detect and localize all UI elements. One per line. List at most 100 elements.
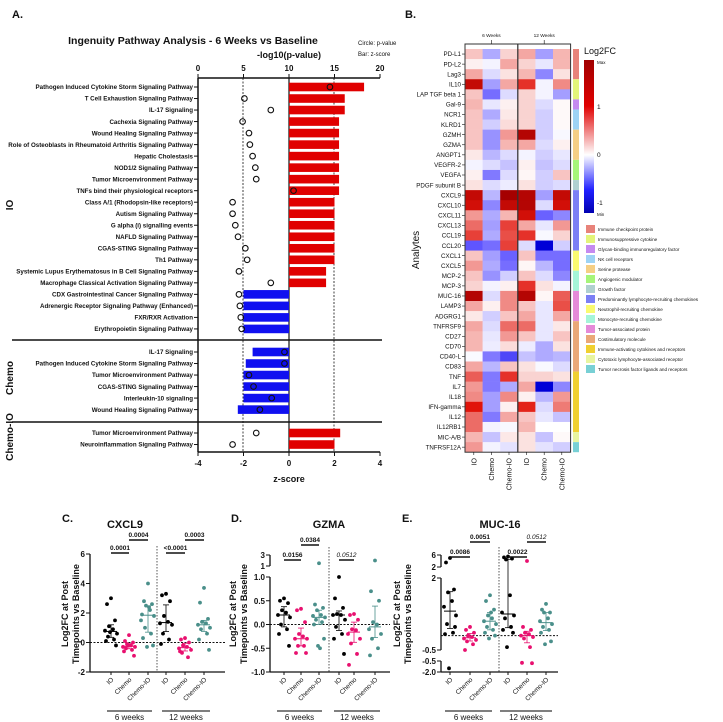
data-point <box>199 627 203 632</box>
heatmap-cell <box>517 442 536 453</box>
heatmap-cell <box>500 169 519 181</box>
data-point <box>313 602 317 607</box>
data-point <box>139 618 143 623</box>
heatmap-cell <box>535 240 554 251</box>
heatmap-cell <box>482 351 501 362</box>
data-point <box>186 655 190 660</box>
category-bar <box>573 321 579 372</box>
z-score-bar <box>289 105 345 115</box>
data-point <box>548 610 552 615</box>
data-point <box>106 634 110 639</box>
legend-swatch <box>586 235 595 243</box>
heatmap-cell <box>500 351 519 362</box>
heatmap-cell <box>553 381 571 393</box>
heatmap-cell <box>465 69 483 80</box>
pathway-label: Hepatic Cholestasis <box>134 153 193 160</box>
heatmap-cell <box>482 381 501 393</box>
data-point <box>352 612 356 616</box>
pathway-label: Autism Signaling Pathway <box>116 211 194 218</box>
z-score-bar <box>289 255 335 265</box>
category-bar <box>573 270 579 291</box>
p-value-label: 0.0086 <box>450 549 470 556</box>
z-score-bar <box>289 428 341 438</box>
data-point <box>549 639 553 644</box>
y-axis-label: Analytes <box>411 231 422 269</box>
heatmap-cell <box>553 371 571 382</box>
heatmap-cell <box>500 49 519 60</box>
panel-label-c: C. <box>62 513 73 525</box>
data-point <box>122 649 126 654</box>
z-score-bar <box>243 324 289 334</box>
pathway-label: Neuroinflammation Signaling Pathway <box>80 442 193 449</box>
heatmap-cell <box>500 59 519 70</box>
pathway-label: Tumor Microenvironment Pathway <box>92 176 194 183</box>
pathway-label: Role of Osteoblasts in Rheumatoid Arthri… <box>8 142 193 149</box>
heatmap-cell <box>500 280 519 292</box>
pathway-label: CGAS-STING Signaling Pathway <box>98 245 194 252</box>
data-point <box>301 634 305 639</box>
heatmap-cell <box>535 361 554 372</box>
column-label: IO <box>471 457 478 465</box>
heatmap-cell <box>535 411 554 423</box>
z-score-bar <box>245 359 289 368</box>
panel-label-e: E. <box>402 513 412 525</box>
data-point <box>530 661 534 666</box>
data-point <box>543 642 547 647</box>
data-point <box>178 649 182 654</box>
heatmap-cell <box>500 99 519 110</box>
data-point <box>466 633 470 638</box>
pathway-label: NAFLD Signaling Pathway <box>116 234 194 241</box>
data-point <box>166 619 170 624</box>
heatmap-cell <box>500 341 519 352</box>
data-point <box>162 614 166 618</box>
data-point <box>347 662 351 667</box>
heatmap-cell <box>517 321 536 332</box>
data-point <box>111 627 115 632</box>
data-point <box>462 636 466 641</box>
category-bar <box>573 432 579 443</box>
heatmap-cell <box>517 180 536 191</box>
bottom-tick-label: 0 <box>287 459 292 468</box>
analyte-label: CD83 <box>445 364 461 371</box>
data-point <box>294 651 298 655</box>
heatmap-cell <box>517 381 536 393</box>
legend-label: Angiogenic modulator <box>598 277 643 282</box>
analyte-label: CXCL10 <box>438 202 462 209</box>
p-value-marker <box>236 302 244 310</box>
timepoint-label: 12 weeks <box>340 713 374 722</box>
data-point <box>377 598 381 603</box>
data-point <box>486 613 490 618</box>
p-value-marker <box>268 394 276 402</box>
pathway-label: Pathogen Induced Cytokine Storm Signalin… <box>36 84 194 91</box>
data-point <box>149 631 153 636</box>
y-axis-label: Log2FC at Post <box>228 581 238 647</box>
data-point <box>453 625 457 629</box>
data-point <box>334 624 338 629</box>
heatmap-cell <box>517 200 536 211</box>
heatmap-cell <box>535 200 554 211</box>
column-label: Chemo <box>542 458 549 481</box>
data-point <box>546 616 550 621</box>
pathway-label: Macrophage Classical Activation Signalin… <box>40 280 193 287</box>
column-label: Chemo <box>489 458 496 481</box>
heatmap-cell <box>517 270 536 282</box>
legend-swatch <box>586 285 595 293</box>
pathway-label: G alpha (i) signalling events <box>111 222 194 229</box>
heatmap-cell <box>517 220 536 231</box>
heatmap-cell <box>482 280 501 292</box>
data-point <box>142 599 146 604</box>
heatmap-cell <box>500 240 519 251</box>
heatmap-cell <box>482 260 501 272</box>
heatmap-cell <box>500 421 519 433</box>
heatmap-cell <box>553 79 571 90</box>
top-tick-label: 10 <box>285 64 294 73</box>
legend-label: Immune-activating cytokines and receptor… <box>598 347 686 352</box>
heatmap-cell <box>517 159 536 171</box>
heatmap-cell <box>535 432 554 443</box>
bottom-tick-label: 4 <box>378 459 383 468</box>
heatmap-cell <box>465 79 483 90</box>
heatmap-cell <box>465 59 483 70</box>
heatmap-cell <box>465 442 483 453</box>
category-bar <box>573 99 579 110</box>
heatmap-cell <box>553 139 571 151</box>
